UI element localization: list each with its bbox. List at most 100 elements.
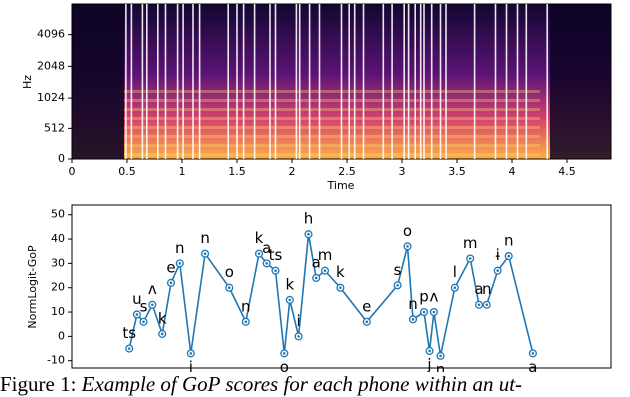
gop-point-center xyxy=(257,252,261,255)
gop-point-center xyxy=(169,281,173,285)
gop-point-center xyxy=(283,352,286,355)
gop-point-center xyxy=(160,332,164,336)
gop-point-center xyxy=(411,318,415,321)
x-tick-label: 3.5 xyxy=(448,165,466,178)
phone-label: p xyxy=(419,288,429,306)
y-tick-label: -10 xyxy=(47,354,65,367)
gop-point-center xyxy=(496,269,500,272)
gop-point-center xyxy=(365,320,369,324)
figure: Time Hz NormLogit-GoP 0 0.5 1 1.5 2 2.5 3 3.5 4 4… xyxy=(21,3,612,372)
gop-point-center xyxy=(314,276,318,280)
y-tick-label: 40 xyxy=(51,232,65,245)
gop-point-center xyxy=(189,352,193,355)
gop-point-center xyxy=(274,269,277,272)
y-axis-label: NormLogit-GoP xyxy=(26,245,39,329)
phone-label: n xyxy=(175,239,185,257)
gop-point-center xyxy=(406,245,409,248)
gop-point-center xyxy=(244,320,248,324)
phone-label: a xyxy=(262,239,271,257)
phone-label: n xyxy=(482,280,492,298)
phone-label: j xyxy=(426,355,431,372)
x-tick-label: 2.5 xyxy=(338,165,356,178)
phone-label: n xyxy=(200,229,210,247)
gop-point-center xyxy=(422,310,426,314)
gop-point-center xyxy=(178,262,182,265)
y-tick-label: 0 xyxy=(58,329,65,342)
gop-point-center xyxy=(339,286,342,290)
phone-label: a xyxy=(528,358,537,372)
phone-label: l xyxy=(453,263,457,281)
gop-point-center xyxy=(396,283,399,287)
phone-label: u xyxy=(132,290,142,308)
phone-label: ʌ xyxy=(148,280,157,298)
phone-label: o xyxy=(403,222,412,240)
gop-point-center xyxy=(288,298,292,302)
phone-label: n xyxy=(408,295,418,313)
phone-label: s xyxy=(140,297,148,315)
phone-label: h xyxy=(304,210,314,228)
phone-label: e xyxy=(362,297,371,315)
y-tick-label: 512 xyxy=(44,121,65,134)
y-tick-label: 50 xyxy=(51,208,65,221)
x-tick-label: 0 xyxy=(69,165,76,178)
x-tick-label: 0.5 xyxy=(118,165,136,178)
gop-point-center xyxy=(228,286,231,290)
x-tick-label: 2 xyxy=(289,165,296,178)
gop-point-center xyxy=(151,303,154,307)
gop-point-center xyxy=(428,349,431,353)
phone-label: o xyxy=(280,358,289,372)
gop-point-center xyxy=(468,257,472,260)
y-axis-label: Hz xyxy=(21,75,34,89)
phone-label: n xyxy=(436,360,446,372)
phone-label: e xyxy=(166,258,175,276)
phone-label: m xyxy=(318,246,333,264)
phone-label: n xyxy=(504,232,514,250)
gop-point-center xyxy=(265,262,269,265)
caption-label: Figure 1: xyxy=(0,372,77,396)
phone-label: ts xyxy=(122,324,136,342)
gop-point-center xyxy=(297,335,300,338)
x-tick-label: 4 xyxy=(509,165,516,178)
caption: Figure 1: Example of GoP scores for each… xyxy=(0,372,630,397)
phone-label: ʌ xyxy=(429,288,438,306)
y-tick-label: 20 xyxy=(51,281,65,294)
gop-point-center xyxy=(485,303,489,307)
y-tick-label: 4096 xyxy=(37,28,65,41)
y-tick-label: 30 xyxy=(51,256,65,269)
phone-label: k xyxy=(285,275,294,293)
gop-point-center xyxy=(507,254,511,258)
y-tick-label: 1024 xyxy=(37,91,65,104)
x-tick-label: 4.5 xyxy=(558,165,576,178)
gop-point-center xyxy=(127,347,131,350)
caption-text: Example of GoP scores for each phone wit… xyxy=(81,372,523,396)
phone-label: m xyxy=(463,234,478,252)
phone-label: k xyxy=(336,263,345,281)
x-axis-label: Time xyxy=(327,179,355,192)
axes-frame xyxy=(71,204,612,369)
gop-point-center xyxy=(477,303,481,307)
phone-label: o xyxy=(225,263,234,281)
phone-label: k xyxy=(255,229,264,247)
x-tick-label: 1 xyxy=(179,165,186,178)
phone-label: s xyxy=(394,261,402,279)
gop-point-center xyxy=(323,269,327,272)
x-tick-label: 1.5 xyxy=(228,165,246,178)
phone-label: k xyxy=(158,309,167,327)
phone-label: ts xyxy=(269,246,283,264)
gop-point-center xyxy=(135,313,139,316)
gop-point-center xyxy=(531,352,535,355)
gop-point-center xyxy=(432,310,436,314)
phone-label: i xyxy=(297,312,301,330)
y-tick-label: 0 xyxy=(58,152,65,165)
gop-point-center xyxy=(142,320,145,324)
gop-point-center xyxy=(203,252,207,255)
y-tick-label: 2048 xyxy=(37,59,65,72)
phone-label: i xyxy=(189,358,193,372)
phone-label: ɨ xyxy=(496,246,500,264)
gop-point-center xyxy=(453,286,457,290)
x-tick-label: 3 xyxy=(399,165,406,178)
phone-label: a xyxy=(474,280,483,298)
phone-label: n xyxy=(241,297,251,315)
gop-point-center xyxy=(439,354,442,358)
